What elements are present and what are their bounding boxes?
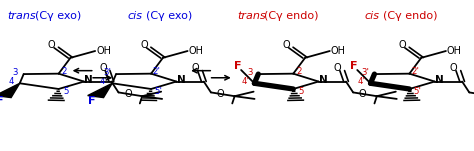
Text: cis: cis: [128, 11, 143, 21]
Text: O: O: [191, 63, 199, 73]
Text: 5: 5: [298, 87, 304, 96]
Text: 5': 5': [413, 87, 421, 96]
Text: 5': 5': [155, 87, 163, 96]
Text: 3: 3: [247, 68, 253, 77]
Text: (Cγ exo): (Cγ exo): [35, 11, 81, 21]
Text: F: F: [234, 61, 241, 71]
Polygon shape: [0, 83, 20, 98]
Text: N: N: [435, 75, 444, 85]
Text: 4: 4: [9, 77, 14, 86]
Text: N: N: [84, 75, 93, 85]
Text: O: O: [334, 63, 341, 73]
Text: 4': 4': [242, 77, 250, 86]
Text: O: O: [99, 63, 107, 73]
Text: O: O: [450, 63, 457, 73]
Text: 3': 3': [362, 68, 370, 77]
Text: O: O: [140, 40, 148, 50]
Text: 3: 3: [12, 68, 18, 77]
Text: OH: OH: [189, 46, 204, 56]
Text: O: O: [359, 89, 366, 99]
Text: (Cγ exo): (Cγ exo): [146, 11, 192, 21]
Text: OH: OH: [447, 46, 462, 56]
Text: O: O: [399, 40, 406, 50]
Text: F: F: [350, 61, 357, 71]
Text: OH: OH: [96, 46, 111, 56]
Text: O: O: [217, 89, 224, 99]
Text: N: N: [177, 75, 185, 85]
Text: O: O: [124, 89, 132, 99]
Text: 4': 4': [100, 77, 108, 86]
Text: cis: cis: [365, 11, 380, 21]
Text: N: N: [319, 75, 328, 85]
Text: 2': 2': [411, 67, 419, 76]
Text: O: O: [283, 40, 290, 50]
Text: 2': 2': [153, 67, 161, 76]
Text: (Cγ endo): (Cγ endo): [383, 11, 438, 21]
Text: (Cγ endo): (Cγ endo): [264, 11, 319, 21]
Text: 2: 2: [62, 67, 67, 76]
Text: O: O: [48, 40, 55, 50]
Text: F: F: [88, 96, 96, 106]
Text: 4': 4': [358, 77, 366, 86]
Text: OH: OH: [331, 46, 346, 56]
Text: 2: 2: [296, 67, 302, 76]
Polygon shape: [88, 83, 112, 98]
Text: 3': 3': [103, 68, 111, 77]
Text: trans: trans: [237, 11, 265, 21]
Text: F: F: [0, 96, 3, 106]
Text: trans: trans: [7, 11, 36, 21]
Text: 5: 5: [64, 87, 69, 96]
